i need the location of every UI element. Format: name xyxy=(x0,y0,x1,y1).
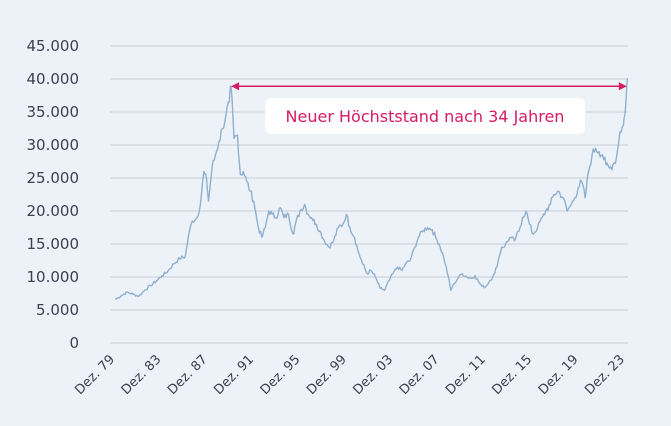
y-tick-label: 5.000 xyxy=(36,301,79,319)
y-tick-label: 15.000 xyxy=(27,235,80,253)
x-tick-label: Dez. 19 xyxy=(536,352,582,398)
annotation-arrowhead-left xyxy=(231,82,240,91)
x-tick-label: Dez. 95 xyxy=(258,352,304,398)
y-tick-label: 40.000 xyxy=(27,70,80,88)
x-tick-label: Dez. 79 xyxy=(72,352,118,398)
y-tick-label: 10.000 xyxy=(27,268,80,286)
y-tick-label: 30.000 xyxy=(27,136,80,154)
x-tick-label: Dez. 07 xyxy=(397,352,443,398)
x-tick-label: Dez. 91 xyxy=(211,352,257,398)
y-tick-label: 35.000 xyxy=(27,103,80,121)
x-tick-label: Dez. 83 xyxy=(119,352,165,398)
x-tick-label: Dez. 15 xyxy=(490,352,536,398)
y-axis-ticks: 0 5.000 10.000 15.000 20.000 25.000 30.000 35.0… xyxy=(27,37,80,352)
y-tick-label: 25.000 xyxy=(27,169,80,187)
x-axis-ticks: Dez. 79 Dez. 83 Dez. 87 Dez. 91 Dez. 95 Dez. … xyxy=(72,352,628,398)
x-tick-label: Dez. 11 xyxy=(443,352,489,398)
y-tick-label: 0 xyxy=(69,334,79,352)
x-tick-label: Dez. 99 xyxy=(304,352,350,398)
annotation-arrowhead-right xyxy=(618,82,627,91)
annotation-box xyxy=(265,98,585,134)
x-tick-label: Dez. 23 xyxy=(582,352,628,398)
y-tick-label: 45.000 xyxy=(27,37,80,55)
x-tick-label: Dez. 03 xyxy=(350,352,396,398)
gridlines xyxy=(110,45,628,344)
series-line xyxy=(114,78,629,301)
y-tick-label: 20.000 xyxy=(27,202,80,220)
x-tick-label: Dez. 87 xyxy=(165,352,211,398)
annotation-text: Neuer Höchststand nach 34 Jahren xyxy=(286,107,565,126)
annotation: Neuer Höchststand nach 34 Jahren xyxy=(231,82,627,134)
